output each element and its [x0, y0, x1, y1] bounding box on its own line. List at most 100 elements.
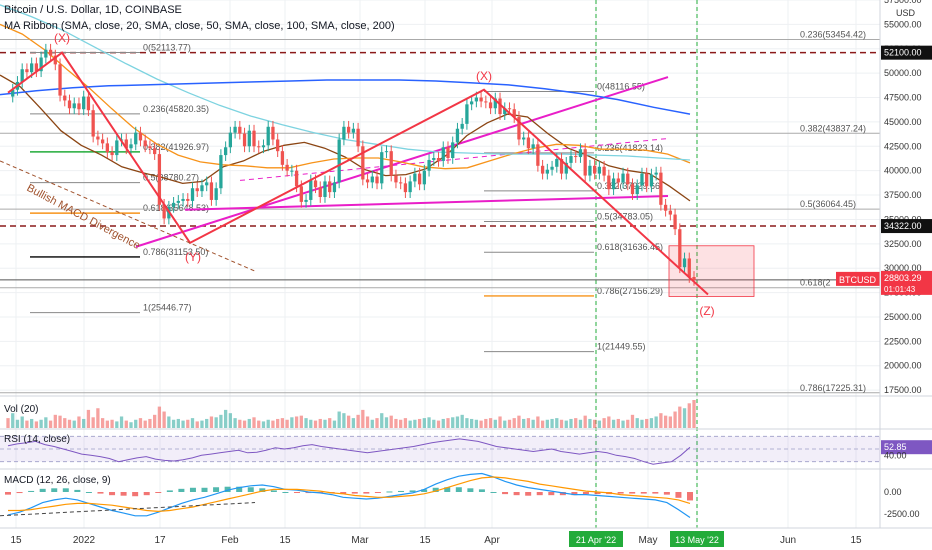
volume-bar	[417, 418, 422, 428]
volume-bar	[290, 417, 294, 428]
volume-bar	[252, 417, 256, 428]
volume-bar	[522, 418, 526, 428]
candle-body	[228, 132, 233, 148]
y-tick-label: 55000.00	[884, 19, 922, 29]
volume-bar	[299, 415, 303, 428]
candle-body	[427, 159, 431, 171]
y-tick-label: 17500.00	[884, 385, 922, 395]
candle-body	[205, 182, 209, 186]
volume-bar	[328, 418, 332, 428]
candle-body	[446, 147, 450, 158]
macd-histogram-bar	[594, 492, 601, 495]
volume-bar	[365, 416, 370, 428]
candle-body	[328, 181, 332, 193]
countdown-label: 01:01:43	[884, 285, 916, 294]
macd-histogram-bar	[652, 492, 659, 494]
candle-body	[200, 185, 204, 192]
candle-body	[531, 144, 535, 149]
candle-body	[384, 151, 389, 153]
candle-body	[129, 144, 133, 149]
macd-histogram-bar	[5, 492, 11, 495]
macd-histogram-bar	[270, 490, 277, 492]
macd-histogram-bar	[432, 487, 439, 492]
candle-body	[309, 180, 313, 200]
x-tick-label: Jun	[780, 535, 796, 546]
volume-bar	[44, 417, 48, 428]
volume-bar	[294, 416, 299, 428]
candle-body	[536, 144, 540, 166]
volume-bar	[422, 418, 426, 428]
volume-bar	[181, 420, 185, 428]
volume-bar	[242, 420, 247, 428]
candle-body	[82, 96, 86, 110]
macd-histogram-bar	[351, 492, 358, 494]
y-tick-label: 22500.00	[884, 336, 922, 346]
candle-body	[663, 204, 668, 211]
candle-body	[413, 173, 417, 182]
candle-body	[53, 55, 57, 65]
macd-histogram-bar	[525, 492, 532, 496]
y-tick-label: 50000.00	[884, 68, 922, 78]
candle-body	[238, 126, 242, 134]
macd-histogram-bar	[663, 492, 670, 495]
y-tick-label: 47500.00	[884, 93, 922, 103]
macd-histogram-bar	[455, 487, 462, 492]
volume-bar	[337, 411, 341, 428]
x-tick-label: 15	[10, 535, 22, 546]
candle-body	[48, 49, 53, 56]
macd-histogram-bar	[363, 492, 370, 494]
candle-body	[394, 175, 398, 183]
volume-bar	[34, 421, 39, 428]
macd-tick-label: -2500.00	[884, 509, 920, 519]
candle-body	[616, 178, 620, 183]
x-tick-label: Mar	[351, 535, 369, 546]
candle-body	[517, 117, 521, 140]
macd-histogram-bar	[467, 488, 474, 492]
fib-level-label: 0.5(36064.45)	[800, 199, 856, 209]
candle-body	[621, 173, 625, 183]
volume-bar	[342, 413, 346, 428]
candle-body	[96, 136, 100, 140]
candle-body	[346, 126, 351, 133]
candle-body	[318, 187, 322, 198]
macd-histogram-bar	[629, 492, 636, 494]
candle-body	[91, 110, 95, 137]
divergence-label: Bullish MACD Divergence	[25, 182, 142, 252]
volume-bar	[361, 409, 365, 428]
y-tick-label: 37500.00	[884, 190, 922, 200]
volume-bar	[115, 421, 119, 428]
volume-bar	[238, 419, 242, 428]
moving-average-line	[0, 4, 691, 161]
candle-body	[417, 173, 422, 185]
candle-body	[550, 166, 554, 170]
volume-bar	[432, 419, 436, 428]
x-tick-label: 15	[850, 535, 862, 546]
date-marker-label: 13 May '22	[675, 535, 719, 545]
volume-bar	[157, 406, 162, 428]
volume-bar	[356, 414, 360, 428]
y-tick-label: 57500.00	[884, 0, 922, 5]
volume-bar	[20, 416, 24, 428]
wave-label: (Y)	[185, 250, 201, 264]
volume-bar	[512, 418, 516, 428]
candle-body	[597, 166, 602, 174]
y-tick-label: 20000.00	[884, 361, 922, 371]
rsi-tick-label: 40.00	[884, 450, 907, 460]
volume-bar	[100, 418, 105, 428]
candle-body	[484, 101, 488, 103]
candle-body	[276, 139, 280, 152]
candle-body	[451, 142, 455, 158]
volume-bar	[143, 420, 147, 428]
candle-body	[190, 188, 195, 201]
rsi-pane-label: RSI (14, close)	[4, 434, 71, 445]
volume-bar	[148, 418, 152, 428]
volume-bar	[569, 418, 573, 428]
candle-body	[323, 181, 327, 198]
volume-bar	[441, 418, 445, 428]
volume-bar	[507, 419, 512, 428]
macd-histogram-bar	[340, 492, 347, 495]
candle-body	[100, 139, 105, 144]
y-tick-label: 30000.00	[884, 263, 922, 273]
candle-body	[583, 149, 587, 176]
